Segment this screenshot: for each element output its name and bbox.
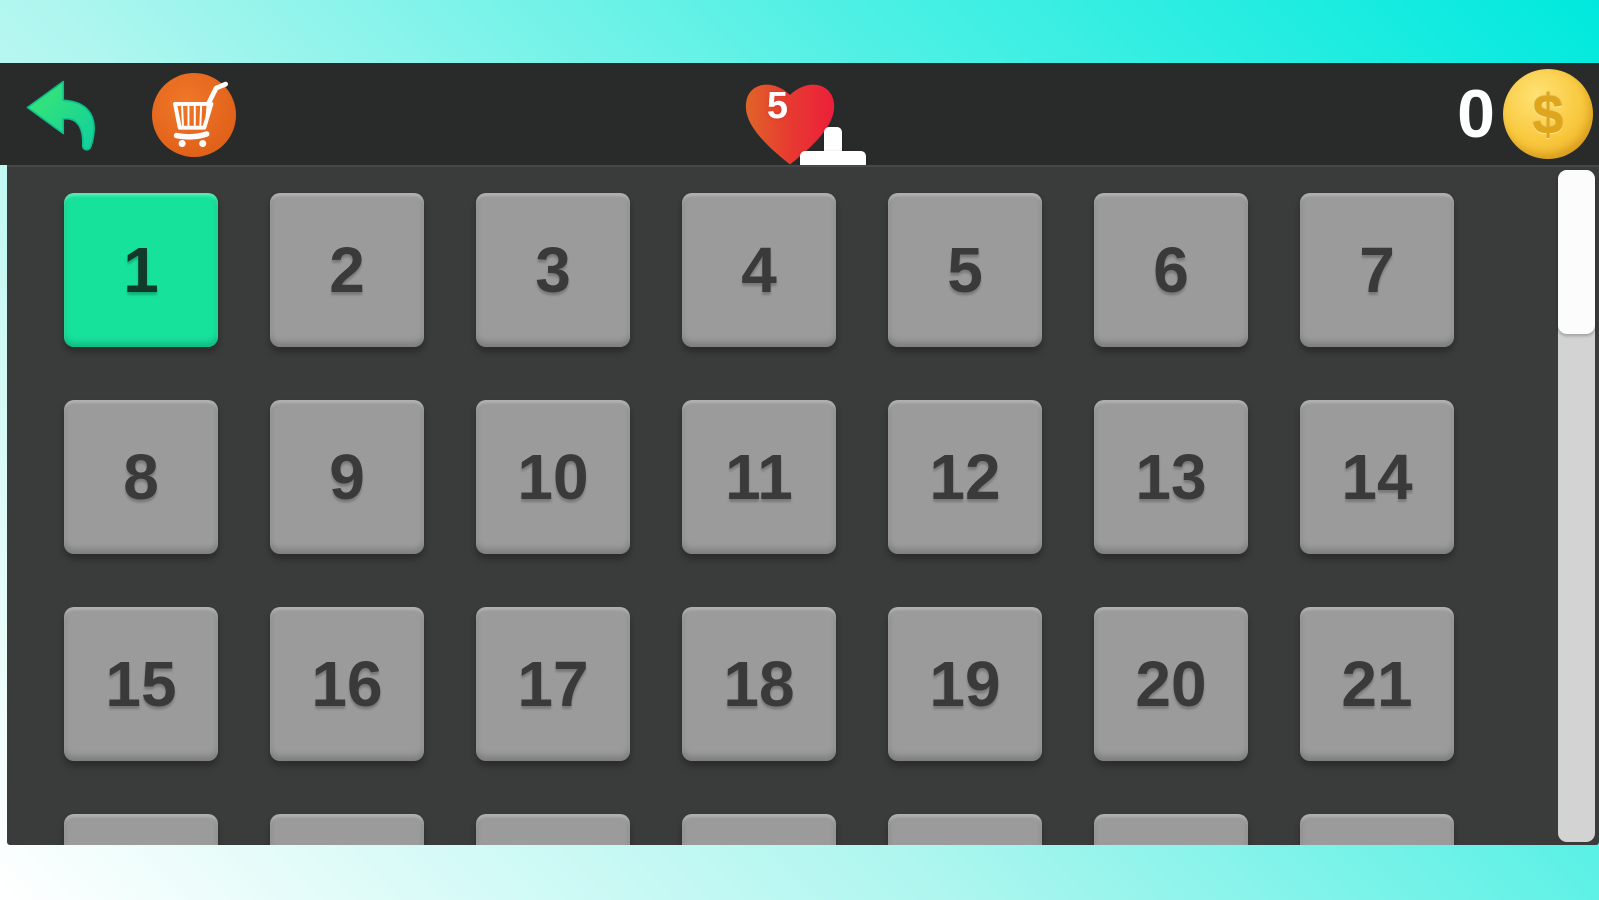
level-button-19[interactable]: 19 (888, 607, 1042, 761)
level-button-14[interactable]: 14 (1300, 400, 1454, 554)
level-button-5[interactable]: 5 (888, 193, 1042, 347)
level-button-partial[interactable] (476, 814, 630, 845)
level-select-panel: 1 2 3 4 5 6 7 8 9 10 11 12 13 14 15 16 17 18 19 20 21 (7, 165, 1599, 845)
level-button-6[interactable]: 6 (1094, 193, 1248, 347)
level-button-17[interactable]: 17 (476, 607, 630, 761)
level-button-11[interactable]: 11 (682, 400, 836, 554)
level-button-20[interactable]: 20 (1094, 607, 1248, 761)
level-button-1[interactable]: 1 (64, 193, 218, 347)
level-button-7[interactable]: 7 (1300, 193, 1454, 347)
level-button-partial[interactable] (64, 814, 218, 845)
level-button-partial[interactable] (270, 814, 424, 845)
coin-counter: 0 $ (1457, 63, 1593, 165)
dollar-coin-icon: $ (1503, 69, 1593, 159)
scrollbar-thumb[interactable] (1558, 170, 1595, 334)
level-button-12[interactable]: 12 (888, 400, 1042, 554)
level-grid: 1 2 3 4 5 6 7 8 9 10 11 12 13 14 15 16 17 18 19 20 21 (7, 167, 1464, 845)
shop-button[interactable] (152, 73, 236, 157)
level-button-21[interactable]: 21 (1300, 607, 1454, 761)
level-button-partial[interactable] (1094, 814, 1248, 845)
lives-count: 5 (766, 85, 789, 127)
dollar-symbol: $ (1532, 82, 1564, 146)
lives-indicator: 5 (734, 67, 866, 193)
level-button-18[interactable]: 18 (682, 607, 836, 761)
top-bar: 5 0 $ (0, 63, 1599, 193)
level-button-3[interactable]: 3 (476, 193, 630, 347)
level-button-9[interactable]: 9 (270, 400, 424, 554)
level-button-partial[interactable] (1300, 814, 1454, 845)
heart-icon (734, 71, 846, 176)
level-button-partial[interactable] (888, 814, 1042, 845)
level-button-10[interactable]: 10 (476, 400, 630, 554)
level-button-8[interactable]: 8 (64, 400, 218, 554)
level-button-15[interactable]: 15 (64, 607, 218, 761)
level-button-16[interactable]: 16 (270, 607, 424, 761)
level-button-2[interactable]: 2 (270, 193, 424, 347)
back-button[interactable] (20, 75, 100, 153)
level-button-13[interactable]: 13 (1094, 400, 1248, 554)
coin-count: 0 (1457, 76, 1495, 152)
level-button-4[interactable]: 4 (682, 193, 836, 347)
level-button-partial[interactable] (682, 814, 836, 845)
back-arrow-icon (20, 80, 100, 157)
scrollbar-track[interactable] (1558, 170, 1595, 842)
